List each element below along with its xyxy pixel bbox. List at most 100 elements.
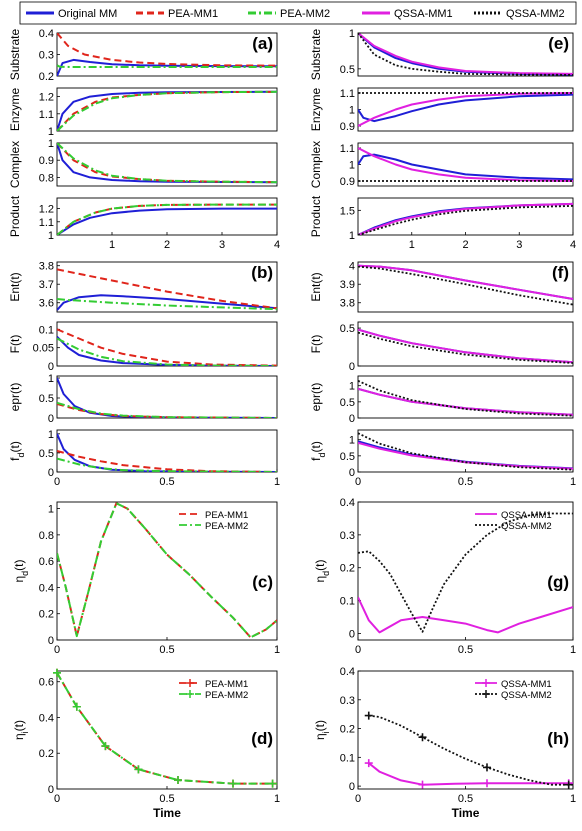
plot-frame: [357, 32, 574, 77]
y-tick-label: 0.9: [39, 155, 54, 167]
y-axis-label: epr(t): [8, 383, 22, 412]
x-tick-label: 3: [516, 239, 522, 251]
x-tick-label: 0.5: [458, 644, 473, 656]
chart-panel-b4: 0 0.5 1 0 0.5 1 fd(t): [8, 429, 280, 488]
y-tick-label: 0.2: [39, 71, 54, 83]
y-tick-label: 0.3: [340, 530, 355, 542]
y-axis-label: F(t): [309, 335, 323, 354]
legend-label: PEA-MM2: [280, 8, 330, 20]
y-tick-label: 3.9: [340, 279, 355, 291]
y-axis-label: Enzyme: [8, 88, 22, 132]
y-tick-label: 0.8: [39, 172, 54, 184]
y-tick-label: 1.1: [340, 88, 355, 100]
y-axis-label: Product: [309, 195, 323, 237]
y-tick-label: 0.4: [39, 712, 54, 724]
y-tick-label: 1: [349, 230, 355, 242]
y-tick-label: 0.1: [340, 596, 355, 608]
series-line-qssa2: [358, 432, 573, 471]
series-line-qssa1: [358, 33, 573, 75]
y-tick-label: 0.5: [39, 393, 54, 405]
y-tick-label: 0: [48, 784, 54, 796]
series-line-pea1: [57, 33, 277, 67]
panel-tag: (e): [548, 34, 569, 53]
series-line-orig: [358, 93, 573, 123]
series-line-orig: [358, 153, 573, 181]
y-tick-label: 0.9: [340, 121, 355, 133]
chart-panel-f4: 0 0.5 1 0 0.5 1 fd(t): [309, 429, 576, 488]
series-marker-qssa1: [418, 780, 427, 789]
y-axis-label: ηi(t): [313, 720, 331, 740]
y-tick-label: 0.4: [340, 666, 355, 678]
y-tick-label: 0.2: [39, 748, 54, 760]
series-line-pea2: [57, 298, 277, 311]
series-marker-pea2: [72, 702, 81, 711]
y-axis-label: Ent(t): [8, 272, 22, 301]
y-axis-label: Complex: [309, 141, 323, 188]
chart-panel-e3: 0.9 1 1.1 Complex: [309, 141, 574, 188]
series-line-orig: [57, 143, 277, 184]
series-marker-qssa2: [364, 711, 373, 720]
x-tick-label: 3: [219, 239, 225, 251]
y-tick-label: 0.2: [340, 724, 355, 736]
series-marker-qssa2: [483, 763, 491, 772]
x-tick-label: 4: [274, 239, 280, 251]
series-line-pea1: [57, 90, 277, 131]
y-tick-label: 1.1: [340, 143, 355, 155]
plot-frame: [357, 261, 574, 313]
y-tick-label: 0.5: [340, 451, 355, 463]
y-tick-label: 0.5: [340, 323, 355, 335]
series-line-pea1: [57, 450, 277, 472]
x-tick-label: 1: [274, 644, 280, 656]
y-tick-label: 0.2: [39, 609, 54, 621]
legend-label: Original MM: [58, 8, 117, 20]
y-tick-label: 1: [48, 126, 54, 138]
series-marker-qssa2: [564, 780, 573, 789]
series-line-qssa1: [358, 596, 573, 634]
panel-legend-label: PEA-MM2: [205, 521, 248, 532]
x-tick-label: 0.5: [458, 793, 473, 805]
x-tick-label: 0: [355, 644, 361, 656]
y-tick-label: 0.5: [340, 64, 355, 76]
x-tick-label: 0: [355, 793, 361, 805]
series-line-qssa1: [358, 92, 573, 127]
plot-frame: [357, 197, 574, 236]
x-tick-label: 2: [462, 239, 468, 251]
x-tick-label: 1: [570, 476, 576, 488]
chart-panel-e4: 1 1.5 1 2 3 4 Product: [309, 195, 576, 251]
panel-legend-label: QSSA-MM2: [501, 521, 552, 532]
panel-legend-label: QSSA-MM2: [501, 690, 552, 701]
y-axis-label: ηd(t): [313, 559, 331, 582]
y-tick-label: 1.1: [39, 109, 54, 121]
y-tick-label: 0.6: [39, 556, 54, 568]
series-marker-pea2: [268, 779, 277, 788]
panel-tag: (d): [251, 729, 273, 748]
y-tick-label: 0: [349, 467, 355, 479]
y-axis-label: Complex: [8, 141, 22, 188]
y-tick-label: 0.05: [33, 343, 54, 355]
y-tick-label: 0: [349, 781, 355, 793]
x-tick-label: 1: [274, 476, 280, 488]
chart-panel-b2: 0 0.05 0.1 F(t): [8, 321, 278, 373]
series-line-qssa1: [358, 147, 573, 182]
legend-label: QSSA-MM2: [506, 8, 565, 20]
plot-frame: [56, 261, 278, 313]
series-line-orig: [358, 440, 573, 470]
y-tick-label: 1: [349, 28, 355, 40]
y-tick-label: 0.4: [39, 28, 54, 40]
y-tick-label: 1: [349, 435, 355, 447]
y-tick-label: 1: [48, 373, 54, 385]
y-tick-label: 0: [48, 635, 54, 647]
series-line-qssa2: [358, 265, 573, 306]
series-line-pea2: [57, 203, 277, 235]
series-line-orig: [358, 387, 573, 416]
y-tick-label: 0.1: [340, 752, 355, 764]
series-marker-pea2: [174, 776, 182, 785]
y-tick-label: 1.2: [39, 204, 54, 216]
y-axis-label: fd(t): [309, 441, 327, 461]
x-tick-label: 0: [54, 793, 60, 805]
y-tick-label: 0.8: [39, 530, 54, 542]
y-tick-label: 1: [349, 160, 355, 172]
y-tick-label: 0.9: [340, 176, 355, 188]
y-tick-label: 3.8: [39, 261, 54, 273]
